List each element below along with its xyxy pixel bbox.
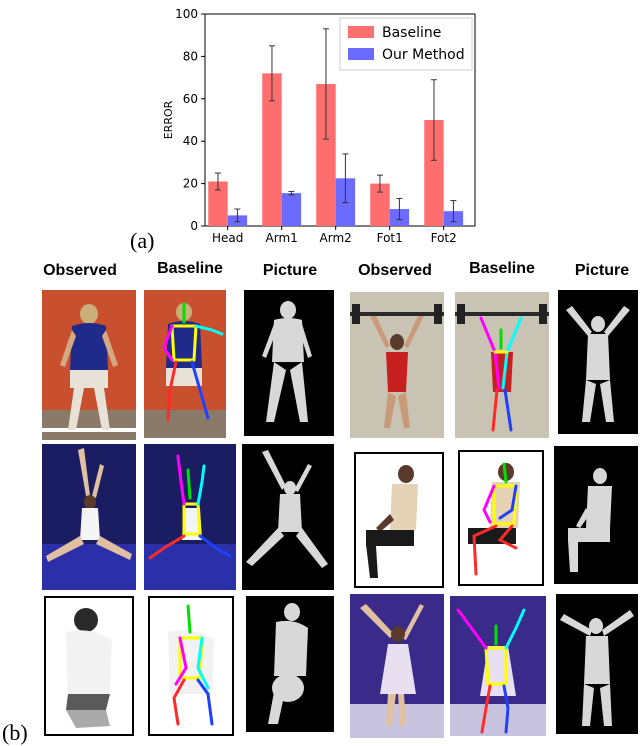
baseline-seated-image	[458, 450, 544, 586]
y-tick-label: 20	[183, 177, 198, 191]
legend-label: Our Method	[382, 47, 465, 63]
y-tick-label: 40	[183, 134, 198, 148]
observed-skater-image	[350, 594, 444, 738]
picture-football-depth	[244, 290, 334, 436]
observed-crouching-image	[44, 596, 134, 736]
y-axis-label: ERROR	[162, 100, 175, 139]
legend-label: Baseline	[382, 25, 441, 41]
observed-football-image	[42, 290, 136, 440]
observed-dancer-image	[42, 444, 136, 590]
header-baseline-left: Baseline	[157, 260, 223, 277]
x-tick-label: Fot2	[431, 231, 457, 245]
legend-swatch	[348, 26, 374, 38]
picture-seated-depth	[554, 446, 638, 584]
baseline-dancer-image	[144, 444, 236, 590]
picture-crouching-depth	[246, 596, 334, 732]
panel-label-a: (a)	[130, 228, 155, 253]
y-tick-label: 100	[175, 7, 198, 21]
bar-our-method	[281, 193, 302, 226]
x-tick-label: Arm1	[266, 231, 298, 245]
y-tick-label: 60	[183, 92, 198, 106]
bar-baseline	[370, 183, 390, 226]
baseline-skater-image	[450, 596, 546, 736]
header-observed-right: Observed	[358, 262, 432, 279]
header-baseline-right: Baseline	[469, 260, 535, 277]
bar-baseline	[316, 83, 336, 227]
x-tick-label: Fot1	[377, 231, 403, 245]
y-tick-label: 0	[190, 219, 198, 233]
x-tick-label: Head	[212, 231, 243, 245]
header-observed-left: Observed	[43, 262, 117, 279]
bar-baseline	[262, 73, 282, 226]
baseline-football-image	[144, 290, 226, 438]
x-tick-label: Arm2	[320, 231, 352, 245]
baseline-crouching-image	[148, 596, 234, 736]
error-bar-chart: 0 20 40 60 80 100 ERROR Head Arm1 Arm2 Fot1 Fot2 Bas…	[162, 7, 476, 245]
panel-label-b: (b)	[2, 720, 28, 745]
observed-seated-image	[354, 452, 444, 588]
y-tick-label: 80	[183, 49, 198, 63]
header-picture-right: Picture	[574, 262, 630, 279]
picture-weightlifter-depth	[558, 290, 638, 434]
bar-baseline	[208, 181, 228, 226]
bar-baseline	[424, 120, 444, 226]
legend-swatch	[348, 48, 374, 60]
picture-dancer-depth	[242, 444, 334, 590]
baseline-weightlifter-image	[455, 292, 549, 438]
picture-skater-depth	[556, 594, 638, 734]
header-picture-left: Picture	[262, 262, 318, 279]
observed-weightlifter-image	[350, 292, 444, 438]
